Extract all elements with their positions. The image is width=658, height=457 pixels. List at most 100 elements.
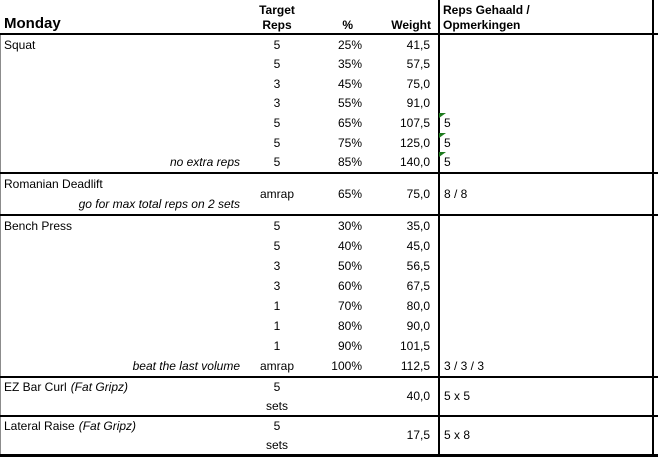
header-target-reps-line2: Reps [262, 18, 292, 32]
target-reps-cell[interactable]: 5 [273, 419, 281, 434]
percent-cell[interactable]: 90% [337, 338, 362, 353]
exercise-name[interactable]: Lateral Raise (Fat Gripz) [0, 419, 242, 433]
result-cell[interactable] [438, 336, 658, 356]
result-text: 5 [444, 116, 451, 131]
header-weight[interactable]: Weight [391, 18, 431, 32]
weight-cell[interactable]: 107,5 [399, 116, 430, 131]
table-row: 1 90% 101,5 [0, 336, 658, 356]
weight-cell[interactable]: 45,0 [406, 238, 430, 253]
header-result[interactable]: Reps Gehaald / Opmerkingen [438, 3, 658, 33]
percent-cell[interactable]: 35% [337, 57, 362, 72]
table-row: 3 60% 67,5 [0, 276, 658, 296]
table-row: no extra reps 5 85% 140,0 5 [0, 152, 658, 172]
result-cell[interactable]: 5 [438, 113, 658, 133]
weight-cell[interactable]: 57,5 [406, 57, 430, 72]
result-text: 5 x 5 [444, 389, 471, 404]
percent-cell[interactable]: 45% [337, 76, 362, 91]
target-reps-cell[interactable]: 1 [273, 338, 281, 353]
weight-cell[interactable]: 90,0 [406, 318, 430, 333]
set-note[interactable]: beat the last volume [132, 358, 240, 373]
exercise-name[interactable]: Squat [4, 37, 36, 52]
target-reps-cell[interactable]: amrap [259, 186, 294, 201]
target-reps-cell[interactable]: 3 [273, 278, 281, 293]
weight-cell[interactable]: 75,0 [406, 186, 430, 201]
target-reps-cell[interactable]: 5 [273, 116, 281, 131]
result-cell[interactable] [438, 74, 658, 94]
target-reps-cell[interactable]: 5 [273, 218, 281, 233]
result-cell[interactable]: 5 [438, 132, 658, 153]
result-cell[interactable] [438, 276, 658, 296]
target-reps-cell[interactable]: amrap [259, 358, 294, 373]
target-reps-cell[interactable]: 5 [273, 57, 281, 72]
result-cell[interactable] [438, 256, 658, 276]
percent-cell[interactable]: 65% [337, 116, 362, 131]
percent-cell[interactable]: 65% [337, 186, 362, 201]
weight-cell[interactable]: 17,5 [406, 428, 430, 443]
result-cell[interactable] [438, 296, 658, 316]
target-reps-cell[interactable]: 3 [273, 96, 281, 111]
day-title[interactable]: Monday [4, 15, 61, 32]
percent-cell[interactable]: 85% [337, 155, 362, 170]
result-cell[interactable] [438, 236, 658, 256]
result-cell[interactable]: 5 x 5 [438, 378, 658, 415]
weight-cell[interactable]: 75,0 [406, 76, 430, 91]
target-reps-cell[interactable]: 5 [273, 238, 281, 253]
percent-cell[interactable]: 40% [337, 238, 362, 253]
percent-cell[interactable]: 50% [337, 258, 362, 273]
weight-cell[interactable]: 101,5 [399, 338, 430, 353]
result-cell[interactable] [438, 94, 658, 114]
table-row: 3 50% 56,5 [0, 256, 658, 276]
target-reps-cell[interactable]: 1 [273, 318, 281, 333]
exercise-note[interactable]: go for max total reps on 2 sets [78, 196, 240, 211]
weight-cell[interactable]: 112,5 [400, 358, 430, 373]
percent-cell[interactable]: 30% [337, 218, 362, 233]
result-cell[interactable]: 8 / 8 [438, 174, 658, 214]
percent-cell[interactable]: 75% [337, 135, 362, 150]
weight-cell[interactable]: 41,5 [406, 37, 430, 52]
result-cell[interactable]: 3 / 3 / 3 [438, 356, 658, 376]
exercise-name[interactable]: Romanian Deadlift [4, 176, 103, 191]
section-romanian-deadlift: Romanian Deadlift go for max total reps … [0, 174, 658, 216]
weight-cell[interactable]: 67,5 [406, 278, 430, 293]
target-reps-cell[interactable]: 3 [273, 76, 281, 91]
percent-cell[interactable]: 70% [337, 298, 362, 313]
weight-cell[interactable]: 125,0 [399, 135, 430, 150]
weight-cell[interactable]: 91,0 [406, 96, 430, 111]
percent-cell[interactable]: 100% [331, 358, 362, 373]
exercise-name[interactable]: Bench Press [4, 218, 73, 233]
result-cell[interactable] [438, 55, 658, 75]
percent-cell[interactable]: 60% [337, 278, 362, 293]
set-note[interactable]: no extra reps [169, 155, 240, 170]
weight-cell[interactable]: 140,0 [399, 155, 430, 170]
header-percent[interactable]: % [342, 18, 353, 32]
exercise-name-text: Lateral Raise [4, 419, 75, 434]
percent-cell[interactable]: 55% [337, 96, 362, 111]
section-lateral-raise: Lateral Raise (Fat Gripz) 5 sets 17,5 5 x… [0, 417, 658, 457]
note-indicator-icon [439, 152, 446, 158]
result-cell[interactable]: 5 [438, 152, 658, 172]
target-reps-unit[interactable]: sets [265, 437, 288, 452]
target-reps-unit[interactable]: sets [265, 398, 288, 413]
result-text: 8 / 8 [444, 186, 468, 201]
weight-cell[interactable]: 80,0 [406, 298, 430, 313]
target-reps-cell[interactable]: 1 [273, 298, 281, 313]
result-cell[interactable] [438, 216, 658, 236]
result-cell[interactable] [438, 316, 658, 336]
percent-cell[interactable]: 80% [337, 318, 362, 333]
weight-cell[interactable]: 35,0 [406, 218, 430, 233]
target-reps-cell[interactable]: 3 [273, 258, 281, 273]
exercise-name[interactable]: EZ Bar Curl (Fat Gripz) [0, 380, 242, 394]
target-reps-cell[interactable]: 5 [273, 135, 281, 150]
weight-cell[interactable]: 56,5 [406, 258, 430, 273]
target-reps-cell[interactable]: 5 [273, 155, 281, 170]
header-row: Monday Target Reps % Weight Reps Gehaald… [0, 0, 658, 35]
section-squat: Squat 5 25% 41,5 5 35% 57,5 3 45% 75,0 3… [0, 35, 658, 174]
header-target-reps[interactable]: Target Reps [242, 3, 312, 33]
weight-cell[interactable]: 40,0 [406, 389, 430, 404]
target-reps-cell[interactable]: 5 [273, 37, 281, 52]
table-row: 3 55% 91,0 [0, 94, 658, 114]
percent-cell[interactable]: 25% [337, 37, 362, 52]
result-cell[interactable] [438, 35, 658, 55]
target-reps-cell[interactable]: 5 [273, 380, 281, 395]
result-cell[interactable]: 5 x 8 [438, 417, 658, 454]
